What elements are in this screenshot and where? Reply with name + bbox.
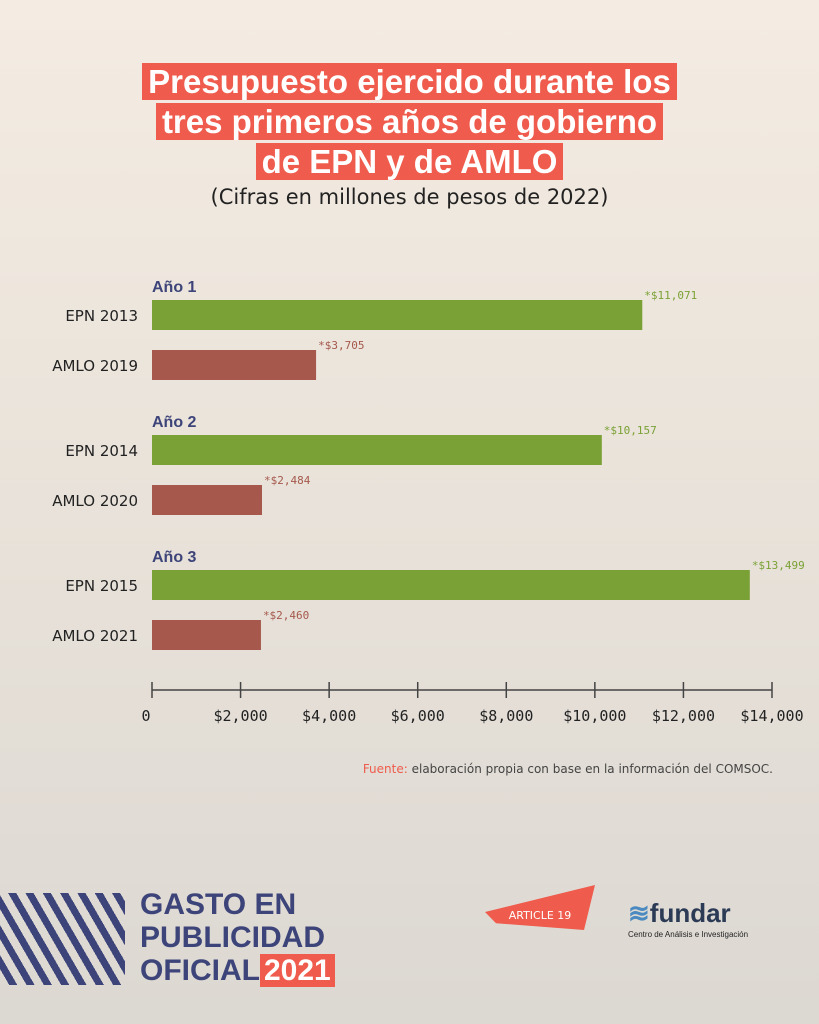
bar [152,485,263,515]
x-tick-label: $14,000 [740,707,803,725]
source-note: Fuente: elaboración propia con base en l… [362,762,773,776]
x-tick-label: $12,000 [652,707,715,725]
x-tick-label: $4,000 [302,707,356,725]
category-label: EPN 2013 [65,307,138,325]
value-label: *$11,071 [644,289,697,302]
group-label: Año 3 [152,549,197,566]
value-label: *$10,157 [604,424,657,437]
value-label: *$2,484 [264,474,311,487]
article19-logo: ARTICLE 19 [485,885,595,930]
x-tick-label: $2,000 [213,707,267,725]
stripes-decoration [0,893,125,985]
bar-chart: Año 1 EPN 2013 *$11,071 AMLO 2019 *$3,705 Año… [52,279,805,725]
bar [152,570,750,600]
fundar-subtitle: Centro de Análisis e Investigación [628,930,749,939]
bar [152,300,643,330]
value-label: *$3,705 [318,339,364,352]
x-tick-label: 0 [141,707,150,725]
category-label: AMLO 2020 [52,492,138,510]
bar [152,620,261,650]
x-tick-label: $10,000 [563,707,626,725]
value-label: *$13,499 [752,559,805,572]
category-label: EPN 2014 [65,442,138,460]
campaign-logo: GASTO EN PUBLICIDAD OFICIAL 2021 [140,888,335,987]
category-label: AMLO 2021 [52,627,138,645]
group-label: Año 2 [152,414,197,431]
chart-title: Presupuesto ejercido durante los tres pr… [0,62,819,182]
fundar-logo: ≋fundar [628,898,731,928]
x-tick-label: $8,000 [479,707,533,725]
bar [152,350,317,380]
value-label: *$2,460 [263,609,309,622]
group-label: Año 1 [152,279,197,296]
x-tick-label: $6,000 [391,707,445,725]
category-label: EPN 2015 [65,577,138,595]
bar [152,435,602,465]
category-label: AMLO 2019 [52,357,138,375]
chart-subtitle: (Cifras en millones de pesos de 2022) [210,185,609,209]
